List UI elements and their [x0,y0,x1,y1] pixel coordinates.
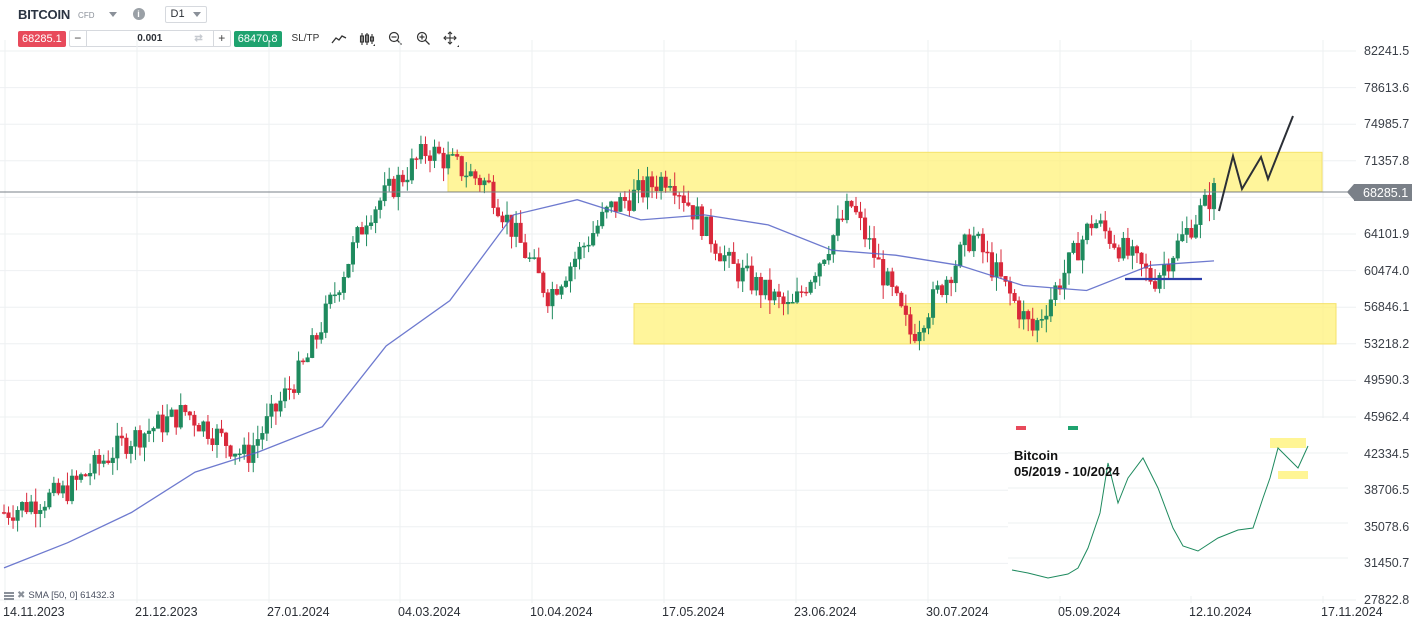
price-axis-label: 82241.5 [1364,44,1410,58]
inset-long-term-chart: Bitcoin 05/2019 - 10/2024 [1008,418,1360,596]
line-chart-icon[interactable] [331,31,347,47]
price-axis-label: 38706.5 [1364,483,1410,498]
quantity-value: 0.001 [137,33,163,44]
chevron-down-icon [192,11,201,17]
price-axis-label: 53218.2 [1364,336,1410,351]
swap-icon[interactable]: ⇄ [194,33,203,44]
symbol-dropdown-chevron-icon[interactable] [108,11,117,17]
timeframe-value: D1 [170,8,185,20]
inset-title: Bitcoin 05/2019 - 10/2024 [1014,448,1120,480]
zoom-in-icon[interactable] [415,31,431,47]
sma-legend-text: SMA [50, 0] 61432.3 [28,590,115,601]
price-axis-label: 27822.8 [1364,593,1410,607]
sltp-button[interactable]: SL/TP [291,33,320,44]
sell-button[interactable]: 68285.1 [18,30,66,47]
time-axis-label: 12.10.2024 [1189,605,1252,619]
time-axis-label: 23.06.2024 [794,605,857,619]
price-axis-label: 60474.0 [1364,263,1410,278]
price-axis-label: 31450.7 [1364,556,1410,571]
price-axis-label: 45962.4 [1364,409,1410,424]
price-axis-label: 49590.3 [1364,373,1410,388]
remove-indicator-icon[interactable]: ✖ [17,590,26,601]
decrease-quantity-button[interactable]: − [70,31,87,46]
price-axis-label: 74985.7 [1364,117,1410,132]
price-axis-label: 42334.5 [1364,446,1410,461]
inset-title-line2: 05/2019 - 10/2024 [1014,464,1120,479]
candlestick-type-icon[interactable] [359,31,376,47]
increase-quantity-button[interactable]: + [212,31,230,46]
quantity-input[interactable]: 0.001 ⇄ [87,33,213,44]
indicator-legend: ✖ SMA [50, 0] 61432.3 [4,590,114,601]
zoom-out-icon[interactable] [387,31,403,47]
quantity-stepper[interactable]: − 0.001 ⇄ + [68,30,231,47]
price-axis-label: 71357.8 [1364,153,1410,168]
time-axis-label: 21.12.2023 [135,605,198,619]
price-axis-label: 35078.6 [1364,519,1410,534]
timeframe-select[interactable]: D1 [164,5,207,23]
time-axis-label: 17.05.2024 [662,605,725,619]
time-axis-label: 30.07.2024 [926,605,989,619]
time-axis-label: 10.04.2024 [530,605,593,619]
time-axis-label: 17.11.2024 [1321,605,1383,619]
price-zones [447,151,1337,345]
buy-button[interactable]: 68470.8 [233,30,282,47]
instrument-type: CFD [78,10,95,20]
time-axis-label: 14.11.2023 [3,605,65,619]
current-price-tag: 68285.1 [1346,184,1413,201]
symbol-name[interactable]: BITCOIN [18,6,71,22]
trade-bar: 68285.1 − 0.001 ⇄ + 68470.8 SL/TP [18,30,460,47]
crosshair-move-icon[interactable] [443,30,460,47]
indicator-settings-icon[interactable] [4,591,14,600]
time-axis-label: 27.01.2024 [267,605,330,619]
projection-zigzag [1218,115,1294,212]
time-axis-label: 05.09.2024 [1058,605,1121,619]
symbol-header: BITCOIN CFD i D1 [18,4,207,24]
time-axis-label: 04.03.2024 [398,605,461,619]
price-axis-label: 64101.9 [1364,227,1410,241]
price-axis-label: 56846.1 [1364,300,1410,315]
price-axis-label: 78613.6 [1364,80,1410,95]
info-icon[interactable]: i [132,8,145,20]
inset-title-line1: Bitcoin [1014,448,1059,463]
